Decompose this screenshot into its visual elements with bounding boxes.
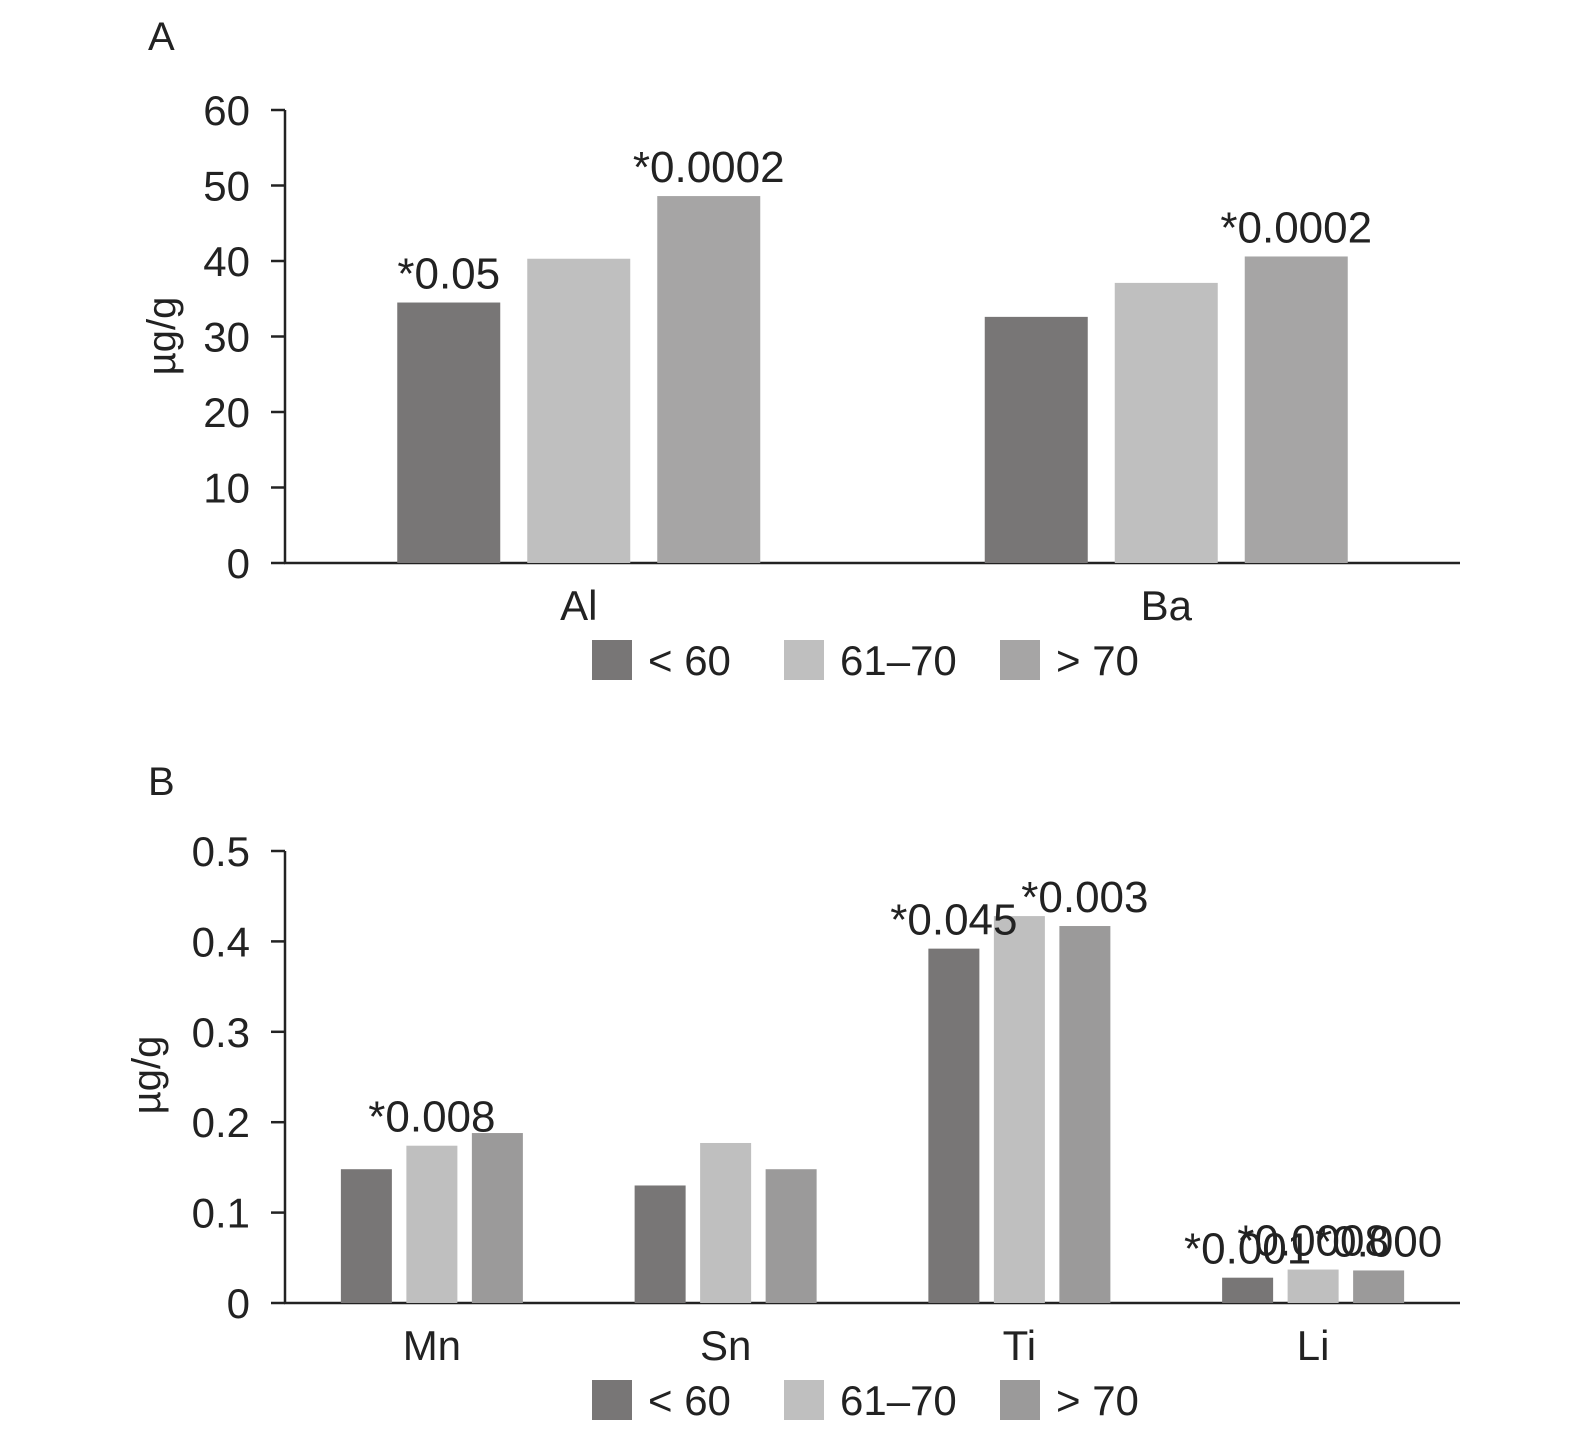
significance-label: *0.045 bbox=[890, 896, 1017, 945]
y-tick-label: 0.1 bbox=[192, 1190, 250, 1237]
legend-swatch bbox=[784, 1380, 824, 1420]
bar-mn-series-0 bbox=[340, 1169, 392, 1303]
y-tick-label: 20 bbox=[203, 389, 250, 436]
category-label: Mn bbox=[403, 1322, 461, 1369]
bars-b bbox=[340, 916, 1405, 1303]
y-tick-label: 10 bbox=[203, 465, 250, 512]
bar-ba-series-1 bbox=[1114, 282, 1218, 563]
bar-li-series-1 bbox=[1287, 1269, 1339, 1303]
bar-al-series-1 bbox=[527, 258, 631, 563]
significance-label: *0.05 bbox=[397, 250, 500, 299]
bar-al-series-2 bbox=[657, 196, 761, 563]
bar-ti-series-2 bbox=[1059, 926, 1111, 1303]
legend-swatch bbox=[784, 640, 824, 680]
legend-swatch bbox=[592, 640, 632, 680]
y-tick-label: 0 bbox=[227, 540, 250, 587]
significance-label: *0.0008 bbox=[1237, 1217, 1389, 1266]
labels-a: Al Ba *0.05 *0.0002 *0.0002 bbox=[397, 143, 1372, 629]
legend-label: 61–70 bbox=[840, 637, 957, 684]
y-tick-label: 0 bbox=[227, 1280, 250, 1327]
y-tick-label: 0.5 bbox=[192, 828, 250, 875]
legend-label: > 70 bbox=[1056, 637, 1139, 684]
category-label: Sn bbox=[700, 1322, 751, 1369]
significance-label: *0.008 bbox=[368, 1093, 495, 1142]
category-label: Li bbox=[1297, 1322, 1330, 1369]
bar-al-series-0 bbox=[397, 302, 501, 563]
y-tick-label: 0.2 bbox=[192, 1099, 250, 1146]
category-label: Al bbox=[560, 582, 597, 629]
bar-ti-series-1 bbox=[993, 916, 1045, 1303]
panel-letter-b: B bbox=[148, 760, 175, 804]
labels-b: Mn Sn Ti Li *0.008 *0.045 *0.003 *0.001*0.0008*… bbox=[368, 873, 1442, 1369]
panel-a: A µg/g 0 10 20 30 40 50 60 Al Ba *0.05 *0.0002 *0.… bbox=[140, 15, 1460, 684]
bar-li-series-0 bbox=[1222, 1277, 1274, 1303]
category-label: Ti bbox=[1003, 1322, 1036, 1369]
bar-sn-series-2 bbox=[765, 1169, 817, 1303]
significance-label: *0.0002 bbox=[1220, 203, 1372, 252]
bar-li-series-2 bbox=[1353, 1270, 1405, 1303]
y-axis-title-b: µg/g bbox=[125, 1036, 169, 1115]
y-tick-label: 0.3 bbox=[192, 1009, 250, 1056]
bar-mn-series-1 bbox=[406, 1145, 458, 1303]
legend-label: < 60 bbox=[648, 637, 731, 684]
legend-swatch bbox=[592, 1380, 632, 1420]
panel-letter-a: A bbox=[148, 15, 175, 59]
bar-sn-series-0 bbox=[634, 1185, 686, 1303]
bars-a bbox=[397, 196, 1348, 563]
y-tick-label: 30 bbox=[203, 314, 250, 361]
significance-label: *0.000 bbox=[1315, 1217, 1442, 1266]
bar-sn-series-1 bbox=[700, 1142, 752, 1303]
y-tick-label: 60 bbox=[203, 87, 250, 134]
significance-label: *0.003 bbox=[1021, 873, 1148, 922]
y-axis-title-a: µg/g bbox=[140, 297, 184, 376]
legend-label: > 70 bbox=[1056, 1377, 1139, 1424]
significance-label: *0.001 bbox=[1184, 1225, 1311, 1274]
legend-label: < 60 bbox=[648, 1377, 731, 1424]
panel-b: B µg/g 0 0.1 0.2 0.3 0.4 0.5 Mn Sn Ti Li *0.008 *0… bbox=[125, 760, 1460, 1424]
y-tick-label: 50 bbox=[203, 163, 250, 210]
y-tick-label: 40 bbox=[203, 238, 250, 285]
legend-swatch bbox=[1000, 640, 1040, 680]
bar-ba-series-0 bbox=[984, 316, 1088, 563]
bar-ti-series-0 bbox=[928, 948, 980, 1303]
legend-swatch bbox=[1000, 1380, 1040, 1420]
legend-label: 61–70 bbox=[840, 1377, 957, 1424]
legend-a: < 60 61–70 > 70 bbox=[592, 637, 1139, 684]
category-label: Ba bbox=[1141, 582, 1193, 629]
legend-b: < 60 61–70 > 70 bbox=[592, 1377, 1139, 1424]
bar-mn-series-2 bbox=[471, 1133, 523, 1303]
y-tick-label: 0.4 bbox=[192, 918, 250, 965]
bar-ba-series-2 bbox=[1244, 256, 1348, 563]
significance-label: *0.0002 bbox=[633, 143, 785, 192]
